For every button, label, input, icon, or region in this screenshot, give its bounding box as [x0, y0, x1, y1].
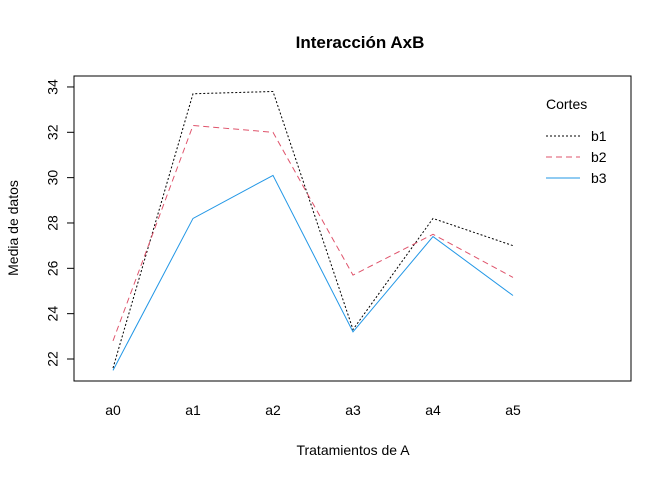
- series-line-b3: [112, 174, 514, 371]
- legend-label-b2: b2: [591, 149, 607, 165]
- series-lines: [112, 90, 514, 371]
- legend-label-b1: b1: [591, 128, 607, 144]
- legend: Cortes b1 b2 b3: [546, 96, 607, 186]
- y-axis-ticks: 22 24 26 28 30 32 34: [45, 79, 74, 367]
- chart-title: Interacción AxB: [296, 33, 425, 52]
- y-tick-label: 30: [45, 170, 61, 186]
- x-tick-label: a3: [345, 402, 361, 418]
- y-tick-label: 32: [45, 124, 61, 140]
- x-tick-label: a1: [185, 402, 201, 418]
- y-tick-label: 22: [45, 351, 61, 367]
- x-tick-label: a4: [425, 402, 441, 418]
- x-tick-label: a5: [505, 402, 521, 418]
- x-axis-tick-labels: a0 a1 a2 a3 a4 a5: [105, 402, 521, 418]
- y-axis-label: Media de datos: [5, 180, 21, 276]
- y-tick-label: 34: [45, 79, 61, 95]
- x-axis-label: Tratamientos de A: [296, 442, 410, 458]
- series-line-b2: [112, 124, 514, 342]
- plot-area-frame: [73, 75, 632, 382]
- y-tick-label: 24: [45, 306, 61, 322]
- series-line-b1: [112, 90, 514, 369]
- x-tick-label: a0: [105, 402, 121, 418]
- y-tick-label: 28: [45, 215, 61, 231]
- legend-label-b3: b3: [591, 170, 607, 186]
- legend-title: Cortes: [546, 96, 587, 112]
- y-tick-label: 26: [45, 260, 61, 276]
- x-tick-label: a2: [265, 402, 281, 418]
